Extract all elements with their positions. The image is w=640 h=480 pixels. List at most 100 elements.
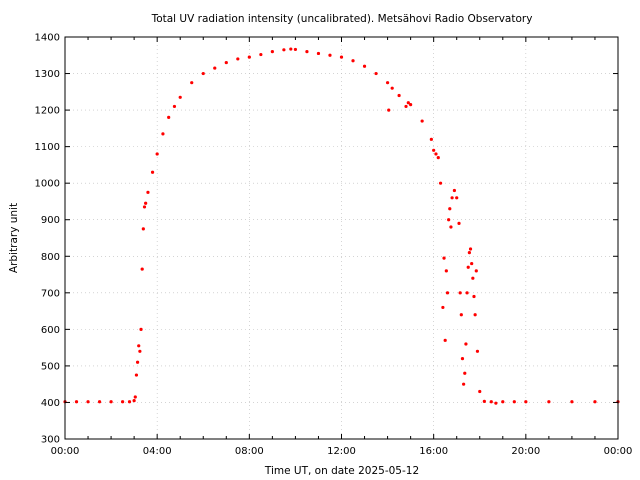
data-point [390, 86, 394, 90]
x-tick-label: 12:00 [327, 446, 356, 457]
y-tick-label: 300 [41, 435, 60, 446]
y-axis: 300 400 500 600 700 800 900 1000 1100 1200 1300 140… [35, 33, 618, 446]
data-point [289, 47, 293, 51]
data-point [141, 227, 145, 231]
data-point [140, 267, 144, 271]
y-tick-label: 800 [41, 252, 60, 263]
data-point [438, 181, 443, 185]
y-tick-label: 1400 [35, 33, 60, 44]
data-point [442, 256, 446, 260]
data-point [478, 389, 482, 394]
data-point [339, 55, 344, 59]
y-tick-label: 1200 [35, 106, 60, 117]
chart-title: Total UV radiation intensity (uncalibrat… [151, 13, 533, 25]
data-point [459, 313, 463, 317]
data-point [109, 400, 113, 404]
data-point [464, 342, 468, 346]
data-point [570, 400, 574, 404]
data-point [167, 115, 171, 119]
data-point [501, 400, 505, 404]
data-point [293, 47, 298, 52]
data-point [224, 60, 228, 65]
x-tick-label: 00:00 [51, 446, 80, 457]
x-tick-label: 16:00 [419, 446, 448, 457]
data-point [420, 119, 424, 123]
data-point [155, 152, 159, 156]
data-point [443, 338, 447, 342]
data-point [305, 50, 309, 54]
data-point [482, 399, 486, 403]
data-point [449, 225, 453, 229]
data-point [450, 196, 454, 200]
data-point [178, 95, 182, 99]
data-points [63, 47, 620, 405]
data-point [458, 291, 462, 295]
data-point [465, 291, 469, 295]
y-tick-label: 900 [41, 215, 60, 226]
data-point [468, 247, 473, 251]
data-point [466, 265, 470, 269]
y-tick-label: 500 [41, 361, 60, 372]
data-point [387, 108, 391, 112]
data-point [137, 344, 141, 348]
data-point [362, 64, 367, 68]
data-point [201, 71, 205, 76]
data-point [351, 59, 355, 63]
data-point [138, 349, 142, 353]
data-point [328, 53, 332, 57]
data-point [467, 251, 471, 255]
x-axis: 00:00 04:00 08:00 12:00 16:00 20:00 00:00 [51, 37, 633, 457]
x-tick-label: 08:00 [235, 446, 264, 457]
data-point [135, 360, 140, 364]
data-point [436, 156, 440, 160]
data-point [134, 373, 139, 377]
data-point [455, 196, 459, 200]
data-point [460, 357, 465, 361]
data-point [489, 400, 493, 404]
data-point [475, 349, 480, 353]
data-point [139, 327, 143, 331]
data-point [74, 400, 79, 404]
data-point [142, 205, 147, 209]
data-point [133, 395, 137, 399]
data-point [593, 400, 597, 404]
data-point [472, 294, 476, 299]
y-tick-label: 1300 [35, 69, 60, 80]
data-point [247, 55, 251, 59]
data-point [512, 400, 516, 404]
data-point [282, 48, 286, 52]
data-point [448, 207, 452, 211]
data-point [447, 218, 451, 222]
data-point [190, 81, 194, 85]
data-point [429, 137, 433, 141]
data-point [444, 269, 448, 273]
data-point [470, 261, 474, 266]
x-tick-label: 04:00 [143, 446, 172, 457]
data-point [385, 81, 390, 85]
data-point [471, 276, 475, 280]
data-point [374, 71, 378, 76]
data-point [316, 51, 321, 56]
data-point [445, 291, 450, 295]
data-point [432, 148, 436, 152]
data-point [150, 170, 155, 174]
data-point [86, 400, 90, 404]
data-point [409, 103, 413, 107]
data-point [452, 188, 457, 193]
grid [65, 37, 618, 439]
data-point [144, 201, 148, 205]
data-point [441, 305, 445, 310]
data-point [457, 221, 461, 225]
data-point [474, 269, 478, 273]
y-axis-label: Arbitrary unit [8, 203, 20, 273]
y-tick-label: 700 [41, 288, 60, 299]
data-point [213, 66, 217, 70]
data-point [161, 132, 165, 136]
data-point [97, 400, 102, 404]
data-point [121, 400, 125, 404]
data-point [127, 400, 132, 404]
x-tick-label: 00:00 [604, 446, 633, 457]
data-point [434, 152, 438, 156]
data-point [397, 93, 401, 98]
